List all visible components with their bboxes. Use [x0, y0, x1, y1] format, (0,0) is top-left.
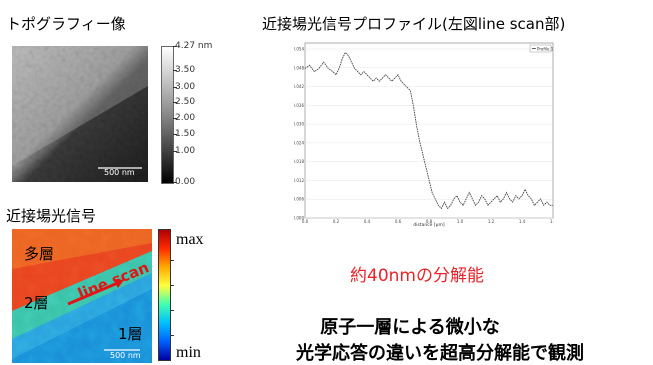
resolution-label: 約40nmの分解能 — [350, 261, 484, 286]
y-tick-label: 0.036 — [294, 103, 304, 108]
x-tick-label: 0.0 — [302, 219, 309, 224]
x-tick-label: 1.6 — [550, 219, 554, 224]
label-multilayer: 多層 — [24, 243, 54, 264]
topography-colorbar — [161, 46, 174, 184]
conclusion-line2: 光学応答の違いを超高分解能で観測 — [230, 339, 650, 365]
y-tick-label: 0.012 — [294, 178, 304, 183]
x-tick-label: 0.4 — [364, 219, 371, 224]
y-tick-label: 0.054 — [294, 47, 304, 52]
topo-colorbar-tick-label: 3.00 — [175, 82, 195, 92]
y-tick-label: 0.030 — [294, 122, 304, 127]
x-tick-label: 1.4 — [519, 219, 526, 224]
nearfield-colorbar — [158, 229, 171, 361]
x-tick-label: 1.2 — [488, 219, 495, 224]
y-tick-label: 0.042 — [294, 84, 304, 89]
x-tick-label: 1.0 — [457, 219, 464, 224]
colorbar-max-label: max — [176, 231, 204, 249]
topography-map — [12, 46, 148, 182]
resolution-markers — [390, 40, 430, 265]
topo-colorbar-tick-label: 1.00 — [175, 146, 195, 156]
nearfield-image: 多層 2層 1層 line scan 500 nm — [12, 229, 152, 363]
topography-image: 500 nm — [12, 46, 148, 182]
nf-colorbar-tick — [170, 310, 174, 311]
nf-colorbar-tick — [170, 285, 174, 286]
topography-title: トポグラフィー像 — [6, 13, 126, 34]
topo-scalebar-label: 500 nm — [104, 168, 135, 177]
y-tick-label: 0.018 — [294, 159, 304, 164]
label-monolayer: 1層 — [118, 323, 143, 344]
nf-colorbar-tick — [170, 335, 174, 336]
legend-label: Profile 1 — [537, 47, 554, 52]
colorbar-min-label: min — [176, 344, 201, 362]
topo-colorbar-tick-label: 4.27 nm — [175, 41, 212, 51]
nearfield-title: 近接場光信号 — [6, 205, 96, 226]
topo-colorbar-tick-label: 3.50 — [175, 65, 195, 75]
nf-colorbar-tick — [170, 260, 174, 261]
y-tick-label: 0.024 — [294, 140, 304, 145]
x-tick-label: 0.2 — [333, 219, 340, 224]
profile-title: 近接場光信号プロファイル(左図line scan部) — [262, 13, 565, 34]
y-tick-label: 0.048 — [294, 65, 304, 70]
conclusion-line1: 原子一層による微小な — [310, 313, 510, 339]
nf-scalebar-label: 500 nm — [110, 351, 141, 360]
label-bilayer: 2層 — [24, 292, 49, 313]
topo-colorbar-tick-label: 2.50 — [175, 97, 195, 107]
y-tick-label: 0.006 — [294, 197, 304, 202]
topo-colorbar-tick-label: 0.00 — [175, 177, 195, 187]
topo-colorbar-tick-label: 2.00 — [175, 113, 195, 123]
topo-colorbar-tick-label: 1.50 — [175, 129, 195, 139]
